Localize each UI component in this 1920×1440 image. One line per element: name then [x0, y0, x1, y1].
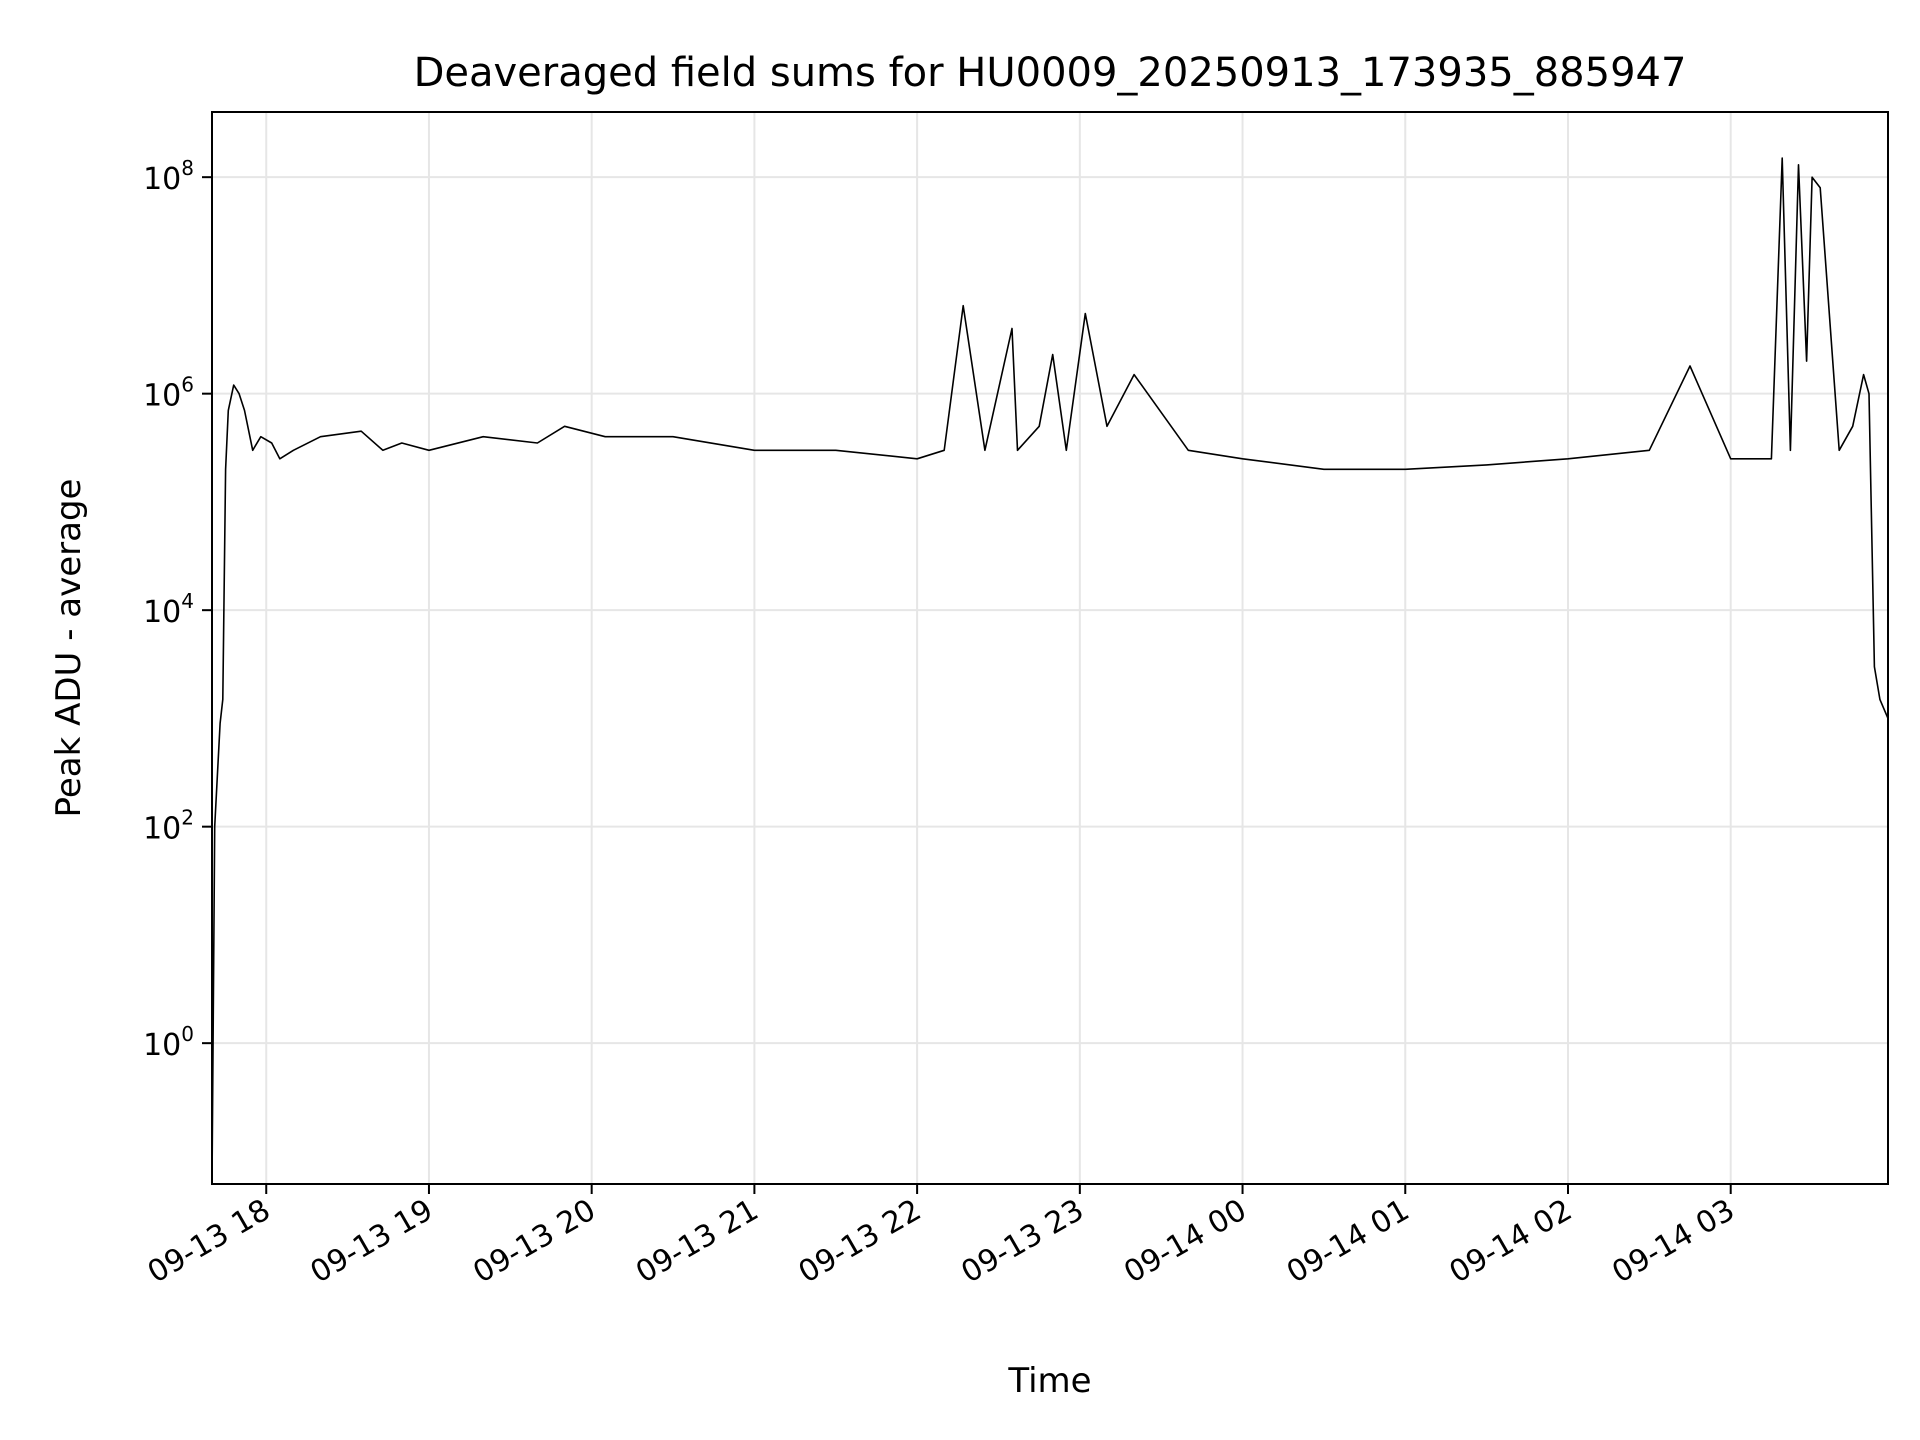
- chart-title: Deaveraged field sums for HU0009_2025091…: [414, 50, 1687, 96]
- y-tick-label: 102: [143, 806, 194, 847]
- y-tick-label: 106: [143, 373, 194, 414]
- plot-frame: [211, 111, 1889, 1185]
- data-layer: [212, 157, 1888, 1184]
- y-axis-label: Peak ADU - average: [49, 479, 89, 818]
- y-tick-label: 104: [143, 589, 194, 630]
- y-tick-label: 108: [143, 156, 194, 197]
- series-line: [212, 157, 1888, 1184]
- y-tick-label: 100: [143, 1022, 194, 1063]
- x-axis-label: Time: [1007, 1361, 1091, 1401]
- grid-layer: [212, 112, 1888, 1184]
